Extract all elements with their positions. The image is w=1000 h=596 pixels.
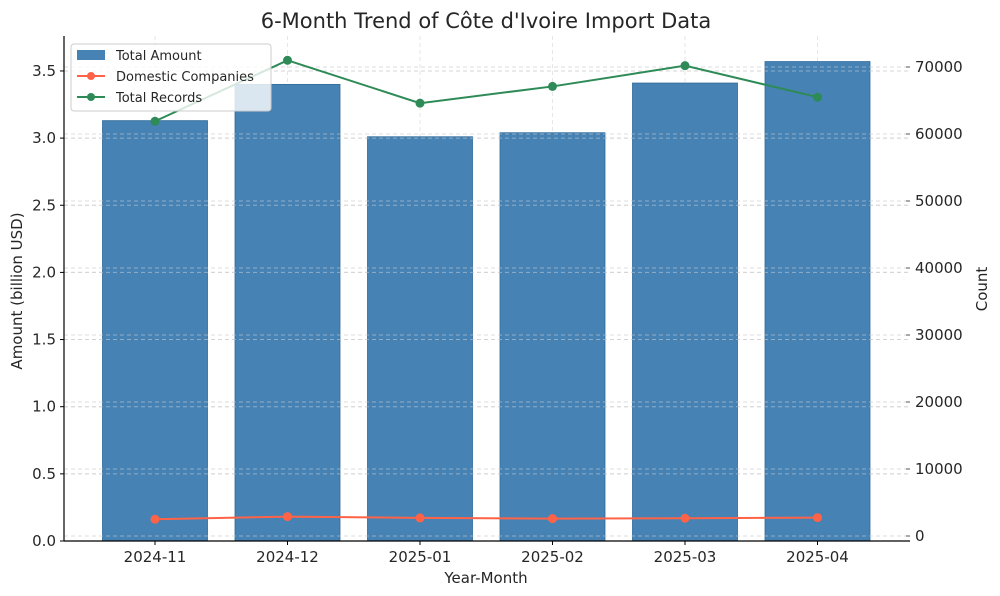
domestic-companies-point — [283, 512, 292, 522]
y-tick-label: 2.5 — [32, 196, 56, 214]
axes: 0.0 0.5 1.0 1.5 2.0 2.5 3.0 3.5 0 10000 20000 30000… — [32, 36, 963, 566]
y2-tick-label: 0 — [915, 527, 925, 545]
y-tick-label: 0.0 — [32, 532, 56, 550]
y2-axis-title: Count — [973, 267, 991, 312]
x-tick-label: 2025-04 — [786, 548, 849, 566]
bar — [234, 83, 341, 542]
y-tick-label: 0.5 — [32, 465, 56, 483]
x-tick-label: 2024-11 — [124, 548, 187, 566]
y-axis-title: Amount (billion USD) — [8, 212, 26, 369]
domestic-companies-line — [154, 515, 818, 521]
y2-tick-label: 30000 — [915, 326, 963, 344]
y2-tick-label: 70000 — [915, 58, 963, 76]
y2-tick-label: 40000 — [915, 259, 963, 277]
chart-title: 6-Month Trend of Côte d'Ivoire Import Da… — [261, 9, 712, 33]
total-records-point — [813, 92, 822, 102]
y-tick-label: 1.0 — [32, 398, 56, 416]
bar — [102, 120, 208, 542]
bar — [499, 132, 606, 542]
y-tick-label: 1.5 — [32, 331, 56, 349]
legend-label-total-records: Total Records — [115, 91, 202, 106]
bar — [367, 136, 473, 542]
domestic-companies-point — [150, 514, 160, 524]
legend-box — [70, 43, 272, 112]
x-tick-label: 2025-01 — [389, 548, 452, 566]
total-records-point — [150, 116, 160, 126]
total-records-point — [548, 81, 557, 91]
domestic-companies-point — [415, 513, 425, 523]
bar — [764, 61, 871, 542]
y-tick-label: 2.0 — [32, 263, 56, 281]
legend-marker-domestic-companies — [87, 72, 95, 80]
legend-marker-total-records — [87, 93, 95, 101]
legend-label-total-amount: Total Amount — [115, 49, 202, 64]
legend-swatch-total-amount — [77, 50, 105, 60]
domestic-companies-point — [548, 514, 557, 524]
legend-label-domestic-companies: Domestic Companies — [116, 70, 254, 85]
total-records-point — [283, 55, 292, 65]
x-tick-label: 2025-02 — [521, 548, 584, 566]
total-records-point — [415, 98, 425, 108]
x-axis-title: Year-Month — [443, 569, 527, 587]
y2-tick-label: 60000 — [915, 125, 963, 143]
x-tick-label: 2024-12 — [256, 548, 319, 566]
total-records-point — [680, 61, 690, 71]
legend: Total Amount Domestic Companies Total Reco… — [70, 43, 272, 112]
y-tick-label: 3.0 — [32, 129, 56, 147]
domestic-companies-point — [813, 513, 822, 523]
bars — [64, 61, 910, 542]
y-tick-label: 3.5 — [32, 62, 56, 80]
y2-tick-label: 50000 — [915, 192, 963, 210]
bar — [632, 82, 738, 542]
y2-tick-label: 10000 — [915, 460, 963, 478]
x-tick-label: 2025-03 — [654, 548, 717, 566]
y2-tick-label: 20000 — [915, 393, 963, 411]
domestic-companies-point — [680, 513, 690, 523]
